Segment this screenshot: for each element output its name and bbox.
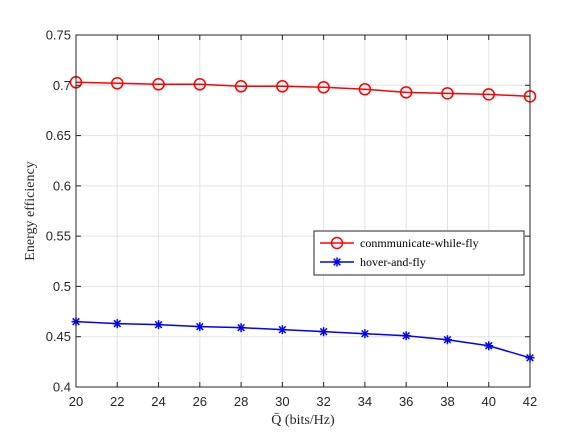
data-point	[112, 319, 122, 329]
data-point	[358, 83, 372, 96]
data-point	[277, 325, 287, 335]
asterisk-stroke	[278, 325, 287, 334]
data-point	[319, 327, 329, 337]
data-point	[484, 341, 494, 351]
y-tick-label: 0.5	[53, 279, 71, 294]
legend-label: hover-and-fly	[360, 255, 426, 269]
y-tick-label: 0.45	[46, 329, 71, 344]
asterisk-stroke	[361, 329, 369, 338]
asterisk-stroke	[154, 320, 163, 329]
data-point	[276, 80, 289, 93]
legend: conmmunicate-while-fly hover-and-fly	[313, 230, 525, 276]
asterisk-stroke	[484, 341, 493, 350]
legend-box	[313, 230, 525, 276]
x-tick-label: 40	[481, 394, 495, 409]
x-tick-label: 42	[523, 394, 537, 409]
asterisk-stroke	[113, 319, 122, 328]
asterisk-stroke	[195, 322, 204, 331]
legend-marker	[330, 236, 344, 250]
y-tick-label: 0.55	[46, 229, 71, 244]
legend-marker	[332, 257, 342, 267]
y-axis-label: Energy efficiency	[23, 161, 38, 260]
data-point	[236, 323, 246, 333]
asterisk-stroke	[237, 323, 245, 332]
data-point	[360, 329, 370, 339]
x-tick-label: 30	[275, 394, 289, 409]
asterisk-stroke	[402, 331, 411, 340]
data-point	[401, 331, 411, 341]
series-line	[75, 320, 531, 359]
data-point	[154, 320, 164, 330]
data-point	[442, 335, 452, 345]
series-layer	[69, 76, 537, 363]
data-point	[441, 87, 454, 100]
x-tick-label: 32	[316, 394, 330, 409]
data-point	[111, 77, 124, 90]
y-tick-label: 0.65	[46, 128, 71, 143]
x-tick-label: 20	[69, 394, 83, 409]
x-axis-label: Q̄ (bits/Hz)	[271, 412, 335, 428]
x-tick-label: 38	[440, 394, 454, 409]
x-tick-label: 34	[358, 394, 372, 409]
asterisk-stroke	[319, 327, 328, 336]
data-point	[152, 78, 165, 91]
x-tick-label: 36	[399, 394, 413, 409]
y-tick-label: 0.75	[46, 28, 71, 43]
series-0	[69, 76, 537, 103]
plot-area	[76, 35, 530, 387]
y-tick-label: 0.7	[53, 78, 71, 93]
asterisk-stroke	[333, 258, 341, 266]
axis-ticks: 20 22 24 26 28 30 32 34 36 38 40 42 0.4 0.45 0.5 0.55 0.…	[46, 28, 538, 410]
asterisk-stroke	[443, 335, 452, 344]
x-tick-label: 26	[193, 394, 207, 409]
data-point	[195, 322, 205, 332]
legend-label: conmmunicate-while-fly	[360, 236, 479, 250]
plot-frame	[75, 34, 531, 388]
x-tick-label: 24	[151, 394, 165, 409]
series-line	[75, 81, 531, 98]
data-point	[193, 78, 207, 91]
data-point	[317, 81, 330, 94]
data-point	[482, 88, 495, 101]
data-point	[234, 80, 248, 93]
x-tick-label: 28	[234, 394, 248, 409]
x-tick-label: 22	[110, 394, 124, 409]
legend-entry: conmmunicate-while-fly	[320, 236, 479, 250]
y-tick-label: 0.4	[53, 380, 71, 395]
data-point	[399, 86, 413, 99]
legend-entry: hover-and-fly	[320, 255, 426, 269]
y-tick-label: 0.6	[53, 178, 71, 193]
